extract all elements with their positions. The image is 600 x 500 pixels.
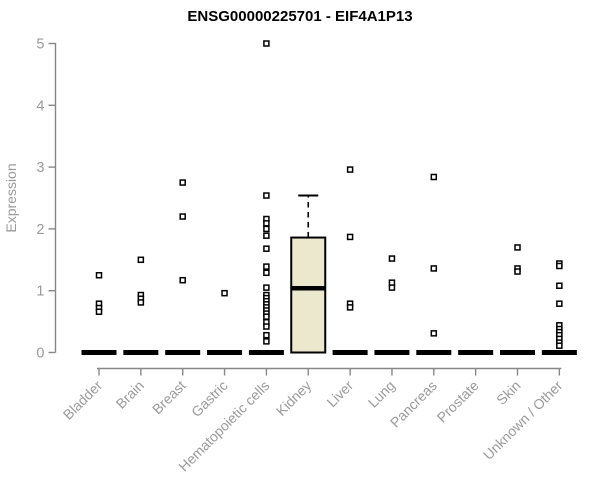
y-tick-label: 5 — [36, 37, 44, 53]
zero-bar — [500, 350, 535, 355]
zero-bar — [248, 350, 284, 355]
zero-bar — [123, 350, 159, 355]
zero-bar — [374, 350, 410, 355]
x-tick-label: Pancreas — [387, 377, 440, 430]
data-point — [514, 268, 521, 275]
data-point — [179, 276, 186, 284]
chart-title: ENSG00000225701 - EIF4A1P13 — [187, 8, 413, 25]
zero-bar — [332, 350, 368, 355]
x-tick-label: Lung — [365, 377, 398, 410]
data-point — [346, 166, 354, 173]
data-point — [137, 256, 145, 264]
y-tick-label: 2 — [36, 222, 44, 238]
data-point — [263, 338, 270, 345]
y-tick-label: 1 — [36, 284, 44, 300]
data-point — [263, 225, 270, 233]
data-point — [263, 331, 270, 339]
data-point — [556, 300, 563, 307]
data-point — [263, 245, 270, 252]
zero-bar — [541, 350, 577, 355]
zero-bar — [207, 350, 243, 355]
data-point — [95, 308, 103, 315]
data-point — [263, 263, 270, 270]
box-iqr — [290, 236, 327, 354]
data-point — [263, 220, 270, 227]
data-point — [346, 233, 354, 241]
x-tick-label: Kidney — [273, 377, 315, 419]
data-point — [263, 269, 270, 277]
data-point — [556, 282, 563, 290]
x-tick-label: Unknown / Other — [480, 377, 566, 463]
y-tick-label: 4 — [36, 98, 44, 114]
data-point — [263, 313, 270, 320]
data-point — [556, 262, 563, 270]
data-point — [430, 265, 438, 272]
data-point — [221, 289, 228, 297]
data-point — [137, 299, 145, 306]
data-point — [263, 323, 270, 330]
data-point — [556, 342, 563, 349]
data-point — [263, 192, 270, 199]
x-tick-label: Bladder — [60, 377, 106, 423]
data-point — [388, 255, 396, 262]
x-tick-label: Liver — [323, 377, 356, 410]
zero-bar — [165, 350, 201, 355]
x-tick-label: Prostate — [434, 377, 482, 425]
zero-bar — [81, 350, 117, 355]
data-point — [263, 232, 270, 239]
x-tick-label: Breast — [149, 377, 189, 417]
y-axis-label: Expression — [3, 163, 19, 232]
y-tick-label: 3 — [36, 160, 44, 176]
data-point — [179, 179, 186, 186]
data-point — [95, 272, 103, 279]
data-point — [388, 284, 396, 291]
x-tick-label: Brain — [113, 377, 147, 411]
data-point — [346, 304, 354, 311]
data-point — [514, 244, 521, 251]
x-tick-label: Skin — [493, 377, 524, 408]
data-point — [179, 213, 186, 220]
zero-bar — [416, 350, 452, 355]
data-point — [263, 284, 270, 291]
zero-bar — [458, 350, 494, 355]
data-point — [263, 40, 270, 47]
y-tick-label: 0 — [36, 346, 44, 362]
data-point — [430, 173, 438, 181]
data-point — [430, 330, 438, 337]
boxplot-kidney — [290, 194, 327, 354]
